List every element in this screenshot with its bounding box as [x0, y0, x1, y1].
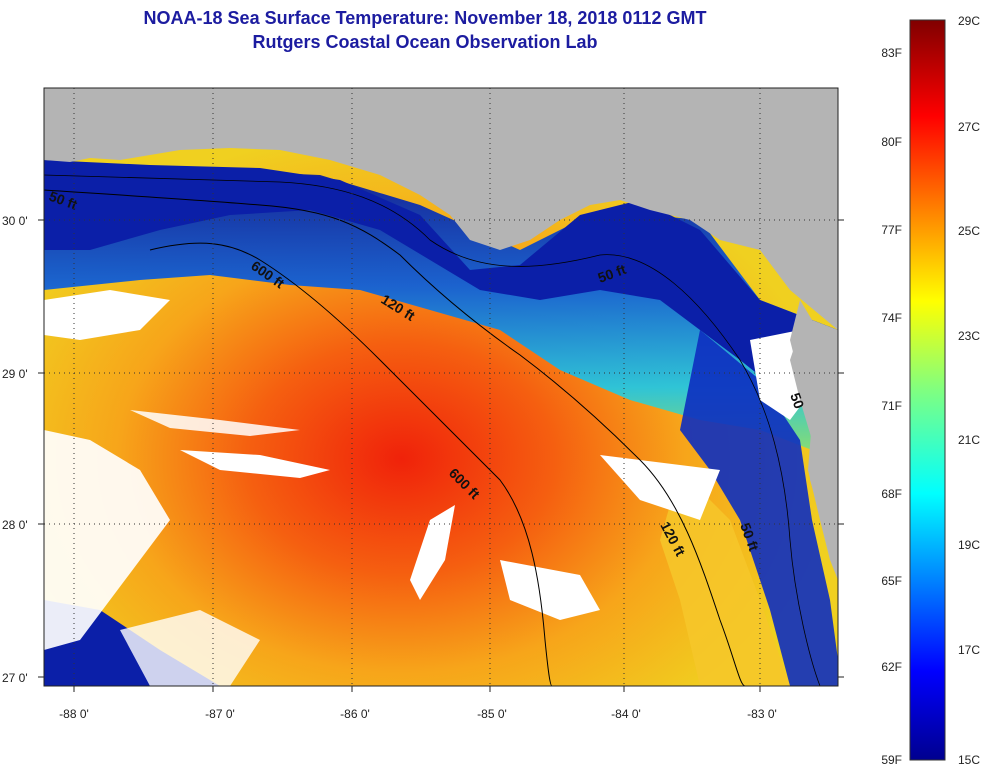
colorbar-c-label: 19C	[958, 538, 980, 552]
isobath-50ft	[44, 174, 821, 686]
colorbar-f-label: 77F	[881, 223, 902, 237]
cloud-mask	[120, 610, 260, 686]
lon-tick-label: -87 0'	[205, 707, 235, 721]
colorbar-f-label: 59F	[881, 753, 902, 767]
map-subtitle: Rutgers Coastal Ocean Observation Lab	[252, 32, 598, 52]
cloud-mask	[44, 290, 170, 340]
colorbar-f-label: 62F	[881, 660, 902, 674]
colorbar-c-label: 23C	[958, 329, 980, 343]
isobath-120ft	[44, 189, 746, 686]
cloud-mask	[500, 560, 600, 620]
lon-tick-label: -88 0'	[59, 707, 89, 721]
cloud-mask	[130, 410, 300, 436]
isobath-600ft	[149, 242, 553, 686]
colorbar-c-label: 25C	[958, 224, 980, 238]
lon-tick-label: -85 0'	[477, 707, 507, 721]
contour-label: 50	[787, 391, 807, 411]
cloud-mask	[600, 455, 720, 520]
map-frame	[43, 87, 839, 687]
lon-tick-label: -84 0'	[611, 707, 641, 721]
cloud-mask	[410, 505, 455, 600]
lat-tick-label: 27 0'	[2, 671, 28, 685]
colorbar-c-label: 29C	[958, 14, 980, 28]
cloud-mask	[180, 450, 330, 478]
cold-inshore-water	[44, 160, 838, 420]
land-florida	[790, 330, 838, 560]
colorbar-f-label: 65F	[881, 574, 902, 588]
big-bend-cold-strip	[680, 330, 838, 686]
axis-ticks	[38, 219, 844, 692]
colorbar-f-label: 68F	[881, 487, 902, 501]
cloud-mask	[44, 430, 170, 650]
colorbar-c-label: 21C	[958, 433, 980, 447]
map-plot-area: 50 ft 600 ft 120 ft 50 ft 600 ft 120 ft …	[44, 88, 838, 686]
lat-tick-label: 28 0'	[2, 518, 28, 532]
land-north	[44, 88, 838, 330]
colorbar-c-label: 17C	[958, 643, 980, 657]
map-title: NOAA-18 Sea Surface Temperature: Novembe…	[143, 8, 707, 28]
colorbar-f-label: 71F	[881, 399, 902, 413]
colorbar-c-label: 27C	[958, 120, 980, 134]
colorbar-f-label: 80F	[881, 135, 902, 149]
colorbar-c-label: 15C	[958, 753, 980, 767]
lon-tick-label: -86 0'	[340, 707, 370, 721]
colorbar-f-label: 74F	[881, 311, 902, 325]
colorbar-gradient	[909, 19, 946, 761]
west-florida-shelf-warm	[660, 470, 790, 686]
lat-tick-label: 29 0'	[2, 367, 28, 381]
colorbar-f-label: 83F	[881, 46, 902, 60]
lon-tick-label: -83 0'	[747, 707, 777, 721]
lat-tick-label: 30 0'	[2, 214, 28, 228]
